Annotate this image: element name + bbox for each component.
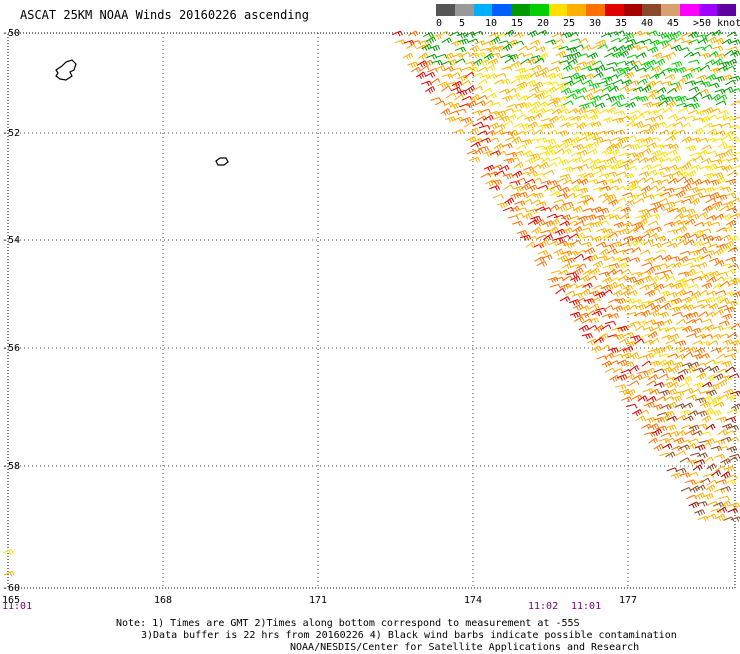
lat-label: -56 — [2, 343, 20, 354]
legend-swatch — [454, 4, 474, 16]
legend-label: 0 — [436, 18, 443, 29]
lat-label: -54 — [2, 235, 20, 246]
legend-swatch — [586, 4, 605, 16]
legend-swatch — [567, 4, 586, 16]
legend-label: 10 — [485, 18, 498, 29]
campbell-island-outline — [215, 157, 229, 166]
note-line-1: Note: 1) Times are GMT 2)Times along bot… — [116, 618, 580, 629]
legend-label: 15 — [511, 18, 524, 29]
legend-color-bar — [436, 4, 736, 16]
time-label: 11:02 — [528, 601, 558, 612]
wind-barb-swath — [2, 29, 740, 577]
legend-label: 25 — [563, 18, 576, 29]
time-label: 11:01 — [571, 601, 601, 612]
map-frame — [7, 32, 736, 589]
legend-swatch — [473, 4, 493, 16]
lat-label: -58 — [2, 461, 20, 472]
legend-swatch — [548, 4, 568, 16]
note-line-3: NOAA/NESDIS/Center for Satellite Applica… — [290, 642, 640, 653]
lon-label: 171 — [309, 595, 327, 606]
map-title: ASCAT 25KM NOAA Winds 20160226 ascending — [20, 8, 309, 22]
legend-swatch — [623, 4, 643, 16]
lat-label: -60 — [2, 583, 20, 594]
graticule — [7, 32, 736, 589]
lon-label: 174 — [464, 595, 482, 606]
legend-swatch — [436, 4, 455, 16]
legend-swatch — [604, 4, 624, 16]
legend-swatch — [717, 4, 736, 16]
legend-label: 30 — [589, 18, 602, 29]
legend-label: >50 knots — [693, 18, 740, 29]
lat-label: -50 — [2, 28, 20, 39]
legend-swatch — [529, 4, 549, 16]
legend-swatch — [511, 4, 530, 16]
lat-label: -52 — [2, 128, 20, 139]
lon-label: 177 — [619, 595, 637, 606]
legend-label: 20 — [537, 18, 550, 29]
legend-swatch — [698, 4, 718, 16]
legend-swatch — [679, 4, 699, 16]
time-label: 11:01 — [2, 601, 32, 612]
legend-swatch — [642, 4, 661, 16]
wind-speed-legend: 0 5 10 15 20 25 30 35 40 45 >50 knots — [436, 4, 740, 34]
islands — [55, 59, 229, 166]
lon-label: 168 — [154, 595, 172, 606]
legend-label: 35 — [615, 18, 628, 29]
legend-swatch — [492, 4, 511, 16]
legend-label: 45 — [667, 18, 680, 29]
legend-labels: 0 5 10 15 20 25 30 35 40 45 >50 knots — [436, 16, 740, 30]
legend-label: 5 — [459, 18, 466, 29]
note-line-2: 3)Data buffer is 22 hrs from 20160226 4)… — [141, 630, 677, 641]
legend-swatch — [661, 4, 680, 16]
auckland-islands-outline — [55, 59, 77, 81]
lon-label: 165 — [2, 595, 20, 606]
legend-label: 40 — [641, 18, 654, 29]
